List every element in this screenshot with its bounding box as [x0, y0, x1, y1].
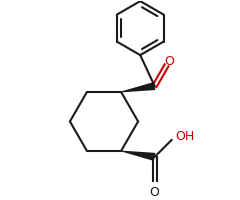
Polygon shape	[121, 82, 155, 92]
Text: O: O	[164, 55, 174, 68]
Polygon shape	[121, 151, 155, 161]
Text: OH: OH	[175, 130, 194, 143]
Text: O: O	[150, 186, 160, 199]
